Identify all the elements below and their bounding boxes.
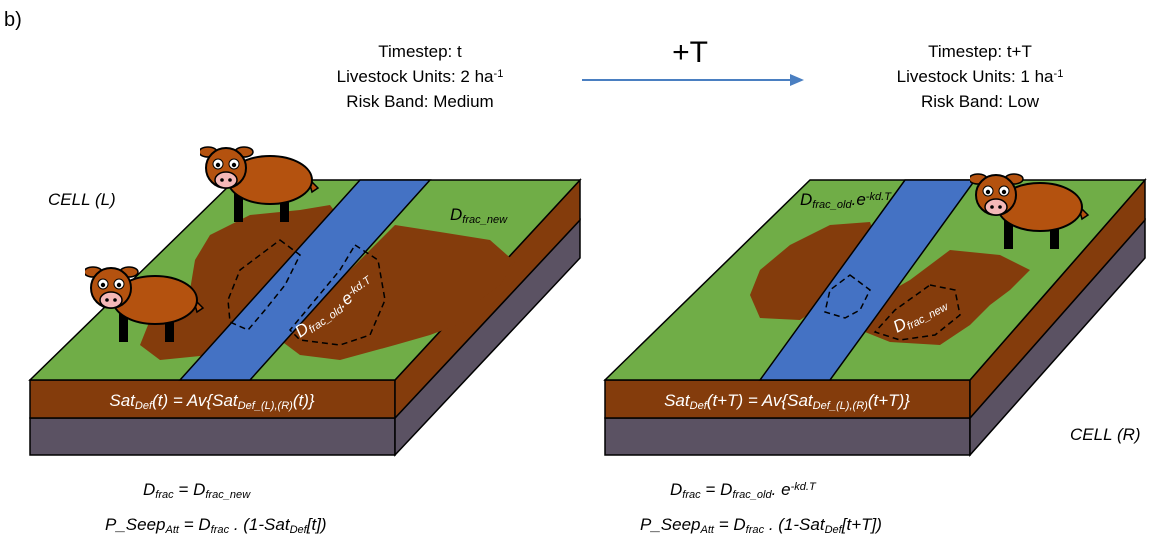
subscript: Att [165, 524, 180, 536]
cell-label: CELL (R) [1070, 425, 1141, 444]
text-part: . e [772, 480, 791, 499]
subscript: frac [682, 489, 701, 501]
text-part: Livestock Units: 1 ha [897, 67, 1054, 86]
text-part: D [670, 480, 682, 499]
formula: P_SeepAtt = Dfrac . (1-SatDef[t]) [105, 515, 327, 536]
arrow [582, 74, 804, 86]
subscript: Def_(L),(R) [813, 400, 869, 412]
text-part: = D [179, 515, 211, 534]
header-line: Livestock Units: 1 ha-1 [897, 67, 1064, 86]
text-part: Timestep: t [378, 42, 462, 61]
text-part: D [143, 480, 155, 499]
subscript: Def_(L),(R) [238, 400, 294, 412]
text-part: = D [714, 515, 746, 534]
text-part: Risk Band: Low [921, 92, 1040, 111]
subscript: frac_new [205, 489, 251, 501]
text-part: D [450, 205, 462, 224]
formula: Dfrac = Dfrac_old. e-kd.T [670, 480, 817, 501]
supscript: -1 [1054, 68, 1064, 80]
subscript: frac_old [732, 489, 772, 501]
text-part: P_Seep [640, 515, 701, 534]
text-part: .e [852, 190, 866, 209]
text-part: (t+T) = Av{Sat [707, 391, 814, 410]
text-part: (t) = Av{Sat [152, 391, 239, 410]
header-line: Risk Band: Low [921, 92, 1040, 111]
header-line: Timestep: t [378, 42, 462, 61]
supscript: -kd.T [791, 481, 817, 493]
text-part: D [800, 190, 812, 209]
subscript: frac_new [462, 214, 508, 226]
formula: P_SeepAtt = Dfrac . (1-SatDef[t+T]) [640, 515, 882, 536]
text-part: = D [174, 480, 206, 499]
panel-label: b) [4, 9, 22, 31]
text-part: = D [701, 480, 733, 499]
subscript: frac_old [812, 199, 852, 211]
subscript: frac [746, 524, 765, 536]
text-part: (t)} [293, 391, 315, 410]
text-part: [t]) [306, 515, 327, 534]
subscript: Att [700, 524, 715, 536]
text-part: Risk Band: Medium [346, 92, 493, 111]
header-line: Risk Band: Medium [346, 92, 493, 111]
supscript: -kd.T [866, 191, 892, 203]
text-part: P_Seep [105, 515, 166, 534]
transition-label: +T [672, 36, 708, 69]
formula: Dfrac = Dfrac_new [143, 480, 251, 501]
cell-label: CELL (L) [48, 190, 116, 209]
text-part: Sat [664, 391, 691, 410]
text-part: . (1-Sat [764, 515, 826, 534]
diagram: b) Timestep: t Livestock Units: 2 ha-1 R… [0, 0, 1159, 547]
header-line: Livestock Units: 2 ha-1 [337, 67, 504, 86]
supscript: -1 [494, 68, 504, 80]
text-part: (t+T)} [868, 391, 910, 410]
text-part: Livestock Units: 2 ha [337, 67, 494, 86]
text-part: Sat [109, 391, 136, 410]
header-line: Timestep: t+T [928, 42, 1032, 61]
subscript: frac [211, 524, 230, 536]
text-part: [t+T]) [841, 515, 882, 534]
text-part: Timestep: t+T [928, 42, 1032, 61]
text-part: . (1-Sat [229, 515, 291, 534]
subscript: frac [155, 489, 174, 501]
